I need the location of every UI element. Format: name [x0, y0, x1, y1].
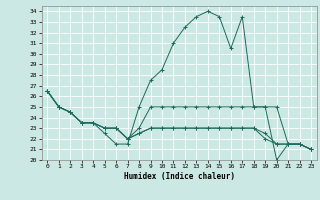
X-axis label: Humidex (Indice chaleur): Humidex (Indice chaleur): [124, 172, 235, 181]
